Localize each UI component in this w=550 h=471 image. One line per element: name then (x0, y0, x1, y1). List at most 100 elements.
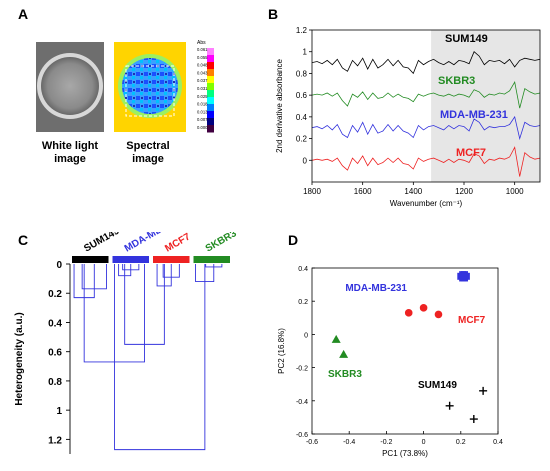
point-skbr3 (331, 334, 341, 343)
colorbar-segment (207, 48, 214, 56)
spectral-label: Spectral image (126, 140, 170, 165)
y-tick-label: 0.6 (48, 348, 62, 359)
colorbar-segment (207, 76, 214, 84)
dendrogram-chart: 0 0.2 0.4 0.6 0.8 1 1.2 Heterogeneity (a.u.) SUM… (14, 232, 239, 454)
group-bar-skbr3 (193, 256, 230, 263)
series-label-mcf7: MCF7 (456, 147, 486, 159)
x-tick-label: 0.2 (456, 439, 466, 446)
y-tick-label: 0.8 (296, 69, 308, 78)
x-tick-label: 1000 (506, 187, 524, 196)
point-sum149 (469, 415, 478, 424)
x-tick-label: -0.4 (343, 439, 355, 446)
y-tick-label: 1.2 (48, 435, 62, 446)
colorbar-segment (207, 118, 214, 126)
panel-letter-c: C (18, 232, 29, 248)
colorbar-segment (207, 111, 214, 119)
series-line-skbr3 (311, 80, 541, 109)
shaded-region (431, 30, 540, 182)
series-label-skbr3: SKBR3 (328, 369, 362, 380)
point-mcf7 (419, 304, 428, 312)
point-sum149 (445, 401, 454, 410)
panel-letter-a: A (18, 6, 29, 22)
spectra-chart: 1800 1600 1400 1200 1000 0 0.2 0.4 0.6 0.8 1 1.2 Wav… (275, 26, 541, 208)
colorbar-tick-label: 0.055 (197, 55, 208, 60)
y-tick-label: 0 (56, 260, 62, 271)
y-tick-label: -0.2 (296, 366, 308, 373)
y-axis-label: 2nd derivative absorbance (275, 59, 284, 153)
x-axis-label: Wavenumber (cm⁻¹) (390, 199, 463, 208)
x-tick-label: 1400 (404, 187, 422, 196)
x-tick-label: 0 (422, 439, 426, 446)
y-tick-label: 0 (303, 156, 308, 165)
group-label-sum149: SUM149 (82, 232, 122, 255)
y-tick-label: 0.8 (48, 377, 62, 388)
y-tick-label: 1.2 (296, 26, 308, 35)
y-tick-label: 0.4 (298, 266, 308, 273)
colorbar-tick-label: 0.037 (197, 78, 208, 83)
panel-letter-b: B (268, 6, 279, 22)
colorbar-tick-label: 0.031 (197, 86, 208, 91)
group-label-mcf7: MCF7 (163, 232, 192, 255)
colorbar-segment (207, 125, 214, 133)
colorbar-segment (207, 90, 214, 98)
colorbar-segment (207, 69, 214, 77)
spectral-colorbar: 0.061 0.055 0.048 0.043 0.037 0.031 0.025 0.018… (197, 47, 214, 133)
colorbar-tick-label: 0.025 (197, 94, 208, 99)
colorbar-tick-label: 0.043 (197, 70, 208, 75)
colorbar-tick-label: 0.048 (197, 63, 208, 68)
y-tick-label: 1 (303, 48, 308, 57)
group-bar-mcf7 (153, 256, 190, 263)
point-sum149 (479, 386, 488, 395)
point-mcf7 (434, 310, 443, 319)
colorbar-tick-label: 0.007 (197, 117, 208, 122)
y-tick-label: 0.2 (296, 135, 308, 144)
series-line-mda-mb-231 (311, 115, 541, 141)
colorbar-tick-label: 0.013 (197, 109, 208, 114)
series-label-mcf7: MCF7 (458, 315, 486, 326)
point-mda-mb-231 (459, 274, 467, 282)
colorbar-tick-label: 0.061 (197, 47, 208, 52)
group-label-skbr3: SKBR3 (204, 232, 239, 255)
colorbar-title: Abs (197, 40, 206, 46)
y-tick-label: 0.2 (48, 289, 62, 300)
series-line-sum149 (311, 51, 541, 75)
y-tick-label: 0.4 (48, 318, 62, 329)
y-axis-label: Heterogeneity (a.u.) (14, 312, 25, 405)
colorbar-segment (207, 55, 214, 63)
y-tick-label: 1 (56, 406, 62, 417)
x-tick-label: 1800 (303, 187, 321, 196)
y-tick-label: 0.2 (298, 299, 308, 306)
plot-frame (311, 29, 541, 183)
x-tick-label: -0.2 (380, 439, 392, 446)
y-tick-label: 0.4 (296, 113, 308, 122)
x-axis-label: PC1 (73.8%) (382, 449, 428, 458)
colorbar-segment (207, 83, 214, 91)
y-axis-label: PC2 (16.8%) (277, 328, 286, 374)
x-tick-label: 0.4 (493, 439, 503, 446)
colorbar-segment (207, 97, 214, 105)
colorbar-tick-label: 0.000 (197, 125, 208, 130)
y-tick-label: 0.6 (296, 91, 308, 100)
series-line-mcf7 (311, 146, 541, 177)
series-label-mda-mb-231: MDA-MB-231 (440, 109, 508, 121)
group-bar-sum149 (72, 256, 109, 263)
x-tick-label: 1200 (455, 187, 473, 196)
x-tick-label: 1600 (354, 187, 372, 196)
series-label-sum149: SUM149 (418, 380, 457, 391)
panel-a-images: 0.061 0.055 0.048 0.043 0.037 0.031 0.025 0.018… (36, 40, 214, 133)
plot-frame (311, 267, 499, 435)
series-label-mda-mb-231: MDA-MB-231 (345, 283, 407, 294)
x-tick-label: -0.6 (306, 439, 318, 446)
white-light-image (36, 42, 104, 132)
colorbar-segment (207, 62, 214, 70)
spectral-image (114, 42, 186, 132)
series-label-skbr3: SKBR3 (438, 75, 475, 87)
y-tick-label: -0.6 (296, 432, 308, 439)
group-bar-mda-mb-231 (112, 256, 149, 263)
dendrogram-link (114, 264, 206, 451)
white-light-label: White light image (41, 140, 99, 165)
colorbar-segment (207, 104, 214, 112)
y-tick-label: -0.4 (296, 399, 308, 406)
point-mcf7 (404, 309, 413, 317)
series-label-sum149: SUM149 (445, 33, 488, 45)
